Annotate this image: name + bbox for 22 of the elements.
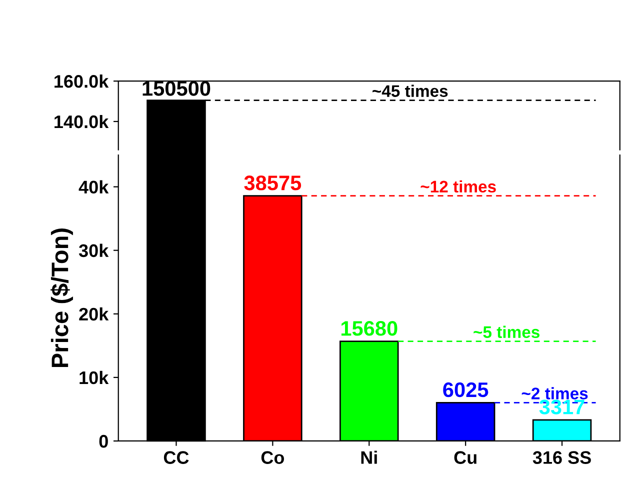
data-label: 38575 (244, 176, 302, 190)
x-tick-label: CC (164, 451, 189, 464)
y-tick-label: 0 (99, 434, 108, 448)
y-tick-label: 160.0k (54, 74, 109, 88)
x-tick-label: Co (261, 451, 284, 464)
y-tick-label: 40k (78, 180, 109, 194)
y-tick-label: 20k (79, 307, 109, 321)
data-label: 150500 (142, 81, 210, 96)
y-axis-title: Price ($/Ton) (50, 228, 73, 368)
y-tick-label: 140.0k (54, 114, 109, 128)
ref-line-label: ~45 times (372, 84, 448, 97)
ref-line-label: ~2 times (522, 387, 588, 400)
y-tick-label: 10k (80, 370, 109, 384)
x-tick-label: Ni (361, 450, 377, 464)
ref-line-label: ~12 times (420, 180, 496, 193)
data-label: 6025 (443, 382, 488, 398)
data-label: 3317 (539, 400, 584, 414)
x-tick-label: 316 SS (532, 451, 591, 464)
data-label: 15680 (341, 321, 398, 336)
y-tick-label: 30k (78, 244, 109, 258)
x-tick-label: Cu (454, 451, 476, 464)
ref-line-label: ~5 times (474, 326, 540, 338)
